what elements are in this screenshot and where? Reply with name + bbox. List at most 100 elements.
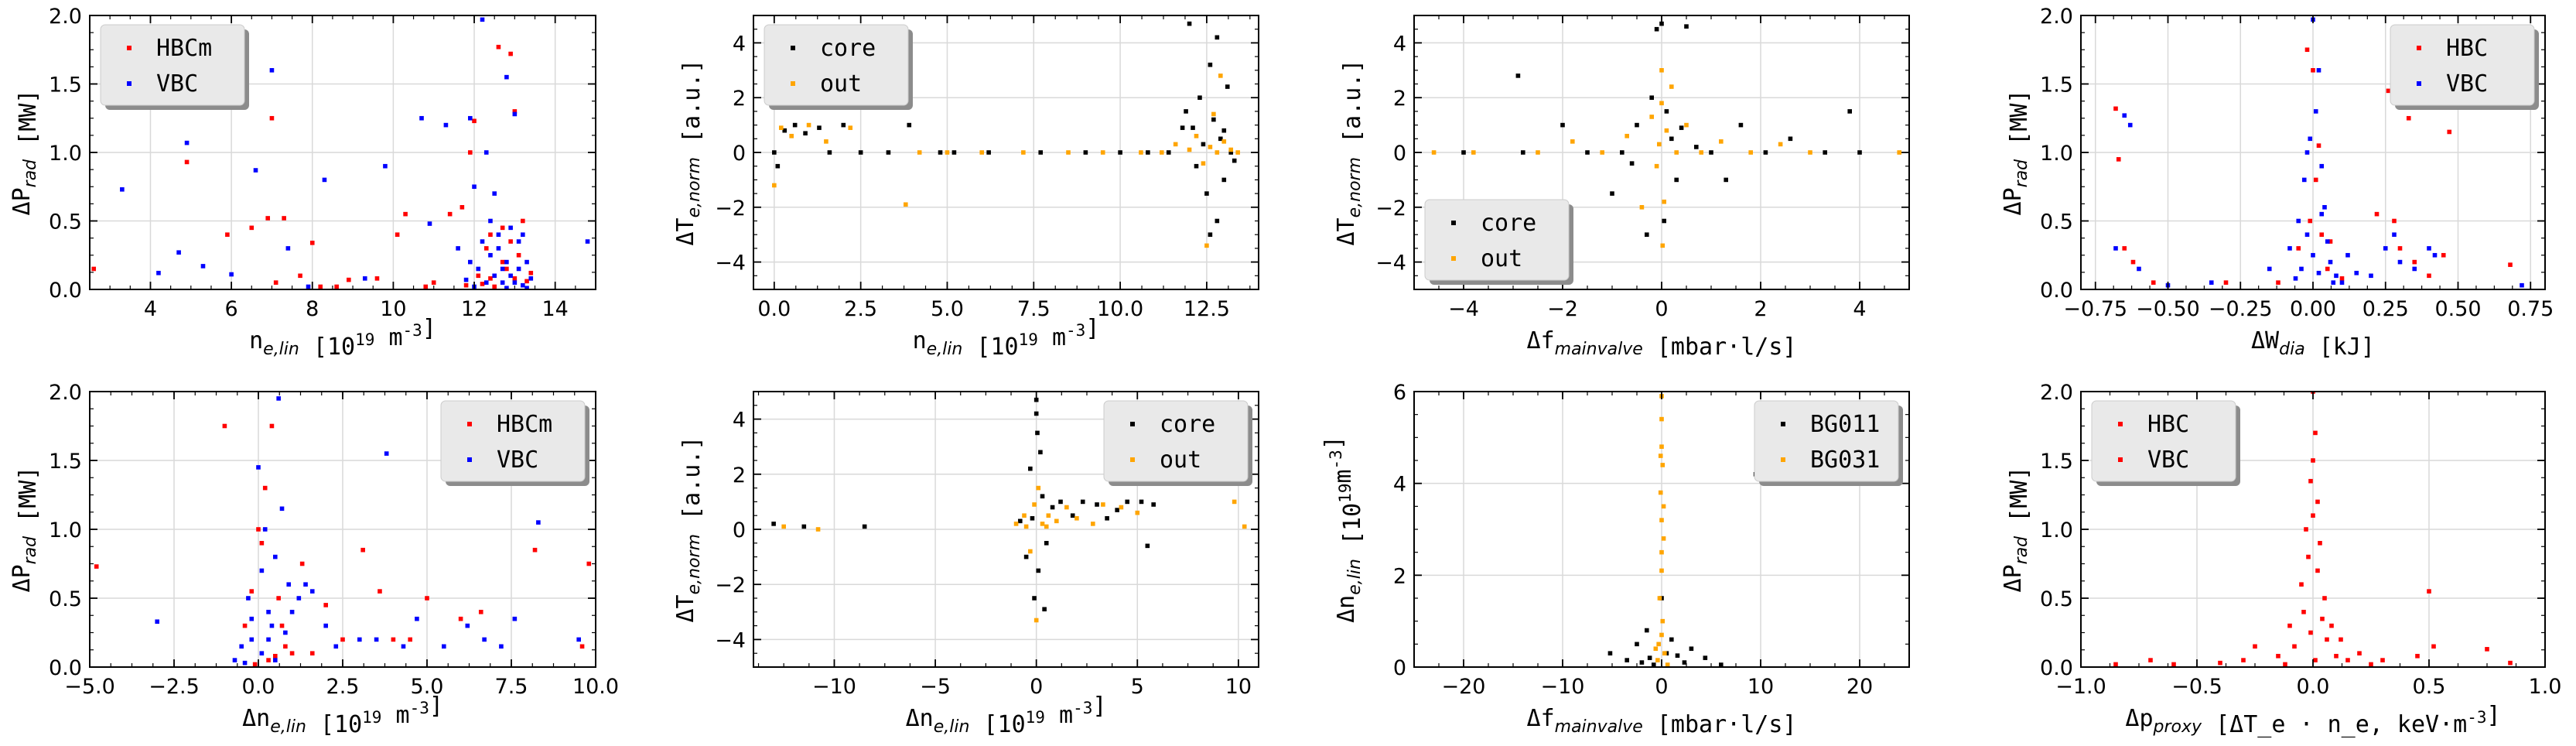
- data-point-out: [778, 125, 784, 130]
- data-point-hbc: [2380, 658, 2385, 662]
- data-point-vbc: [2316, 68, 2321, 73]
- data-point-vbc: [155, 619, 159, 625]
- data-point-out: [1036, 485, 1041, 491]
- data-point-hbc: [2316, 143, 2321, 148]
- data-point-vbc: [512, 280, 518, 285]
- data-point-core: [1635, 122, 1639, 128]
- data-point-core: [1763, 150, 1768, 155]
- data-point-out: [1684, 122, 1689, 128]
- x-tick-label: −5: [920, 675, 951, 699]
- data-point-vbc: [176, 250, 181, 255]
- y-axis-label: ΔTe,norm [a.u.]: [1333, 60, 1366, 246]
- data-point-hbcm: [395, 232, 400, 237]
- legend-marker: [127, 46, 132, 50]
- data-point-hbc: [2151, 280, 2156, 285]
- x-tick-label: −5.0: [64, 675, 115, 699]
- data-point-out: [1040, 522, 1045, 526]
- data-point-vbc: [266, 610, 271, 614]
- x-axis-label: Δfmainvalve [mbar·l/s]: [1527, 327, 1797, 361]
- x-tick-label: 2.5: [844, 297, 877, 321]
- data-point-hbcm: [500, 225, 505, 231]
- data-point-hbc: [2427, 273, 2431, 279]
- data-point-hbc: [2113, 662, 2118, 667]
- data-point-vbc: [2316, 270, 2321, 275]
- data-point-core: [1724, 177, 1728, 183]
- y-tick-label: 0.0: [2040, 656, 2073, 680]
- data-point-bg031: [1661, 504, 1666, 509]
- data-point-core: [1585, 150, 1590, 155]
- data-point-vbc: [2415, 653, 2420, 659]
- y-tick-label: −4: [1375, 252, 1406, 275]
- data-point-vbc: [229, 272, 234, 277]
- data-point-hbcm: [309, 241, 315, 245]
- data-point-hbcm: [184, 159, 190, 165]
- data-point-vbc: [2311, 252, 2315, 258]
- legend-box: [1754, 400, 1899, 482]
- data-point-vbc: [415, 616, 419, 621]
- y-tick-label: 0.5: [2040, 587, 2073, 611]
- data-point-vbc: [246, 596, 251, 601]
- data-point-out: [1119, 505, 1124, 510]
- y-axis-label: ΔTe,norm [a.u.]: [672, 60, 705, 246]
- chart-panel-6: −10 −5 0 5 10 −4 −2 0 2 4 Δne,lin [1019 m-3] ΔTe,no…: [672, 391, 1259, 738]
- data-point-hbcm: [496, 44, 501, 50]
- data-point-hbcm: [299, 561, 305, 566]
- data-point-core: [1201, 142, 1206, 147]
- x-tick-label: 5.0: [931, 297, 964, 321]
- data-point-hbcm: [500, 259, 505, 265]
- x-tick-label: −0.25: [2209, 297, 2273, 321]
- data-point-out: [1091, 522, 1095, 526]
- data-point-core: [1669, 136, 1674, 142]
- data-point-vbc: [259, 568, 265, 573]
- data-point-core: [1610, 191, 1614, 196]
- data-point-vbc: [2301, 610, 2306, 614]
- data-point-core: [1125, 499, 1130, 505]
- legend-label: HBC: [2147, 411, 2189, 438]
- data-point-vbc: [480, 239, 485, 244]
- data-point-hbc: [2374, 211, 2380, 217]
- y-tick-label: −2: [715, 573, 746, 597]
- data-point-hbcm: [425, 596, 429, 601]
- data-point-core: [1033, 411, 1039, 416]
- data-point-vbc: [283, 630, 288, 635]
- data-point-core: [1208, 232, 1213, 237]
- y-tick-label: 6: [1393, 381, 1406, 405]
- legend-label: VBC: [2446, 70, 2488, 98]
- data-point-hbcm: [468, 150, 473, 155]
- x-axis-label: Δne,lin [1019 m-3]: [906, 693, 1107, 738]
- data-point-hbc: [2328, 239, 2333, 244]
- data-point-vbc: [2392, 232, 2397, 237]
- data-point-vbc: [249, 637, 255, 642]
- y-tick-label: 1.0: [2040, 142, 2073, 166]
- x-tick-label: 14: [542, 297, 569, 321]
- legend-box: [2390, 24, 2535, 106]
- data-points: [2113, 392, 2513, 667]
- data-point-out: [1897, 150, 1901, 155]
- data-point-out: [1748, 150, 1753, 155]
- data-point-vbc: [496, 232, 501, 237]
- legend-label: core: [1160, 411, 1215, 438]
- data-point-vbc: [269, 68, 275, 73]
- data-point-vbc: [239, 644, 244, 649]
- data-point-hbc: [2322, 596, 2327, 601]
- legend-label: HBC: [2446, 35, 2488, 62]
- data-point-vbc: [249, 616, 255, 621]
- data-point-core: [1709, 150, 1713, 155]
- data-point-out: [1028, 549, 1033, 554]
- legend-label: core: [1481, 210, 1536, 237]
- data-point-vbc: [483, 150, 489, 155]
- data-point-out: [1066, 150, 1071, 155]
- data-point-core: [1218, 136, 1223, 142]
- data-point-core: [1225, 84, 1230, 89]
- data-point-core: [1166, 150, 1171, 155]
- x-tick-label: 7.5: [495, 675, 528, 699]
- data-point-vbc: [357, 637, 362, 642]
- chart-panel-1: 4 6 8 10 12 14 0.0 0.5 1.0 1.5 2.0 ne,lin [1019 m-3…: [9, 5, 596, 361]
- data-point-core: [1115, 508, 1119, 512]
- x-tick-label: 1.0: [2529, 675, 2562, 699]
- data-point-vbc: [2331, 280, 2336, 285]
- data-point-vbc: [309, 589, 315, 594]
- data-point-out: [1570, 139, 1575, 144]
- y-tick-label: 0: [1393, 142, 1406, 166]
- data-point-bg031: [1659, 568, 1664, 573]
